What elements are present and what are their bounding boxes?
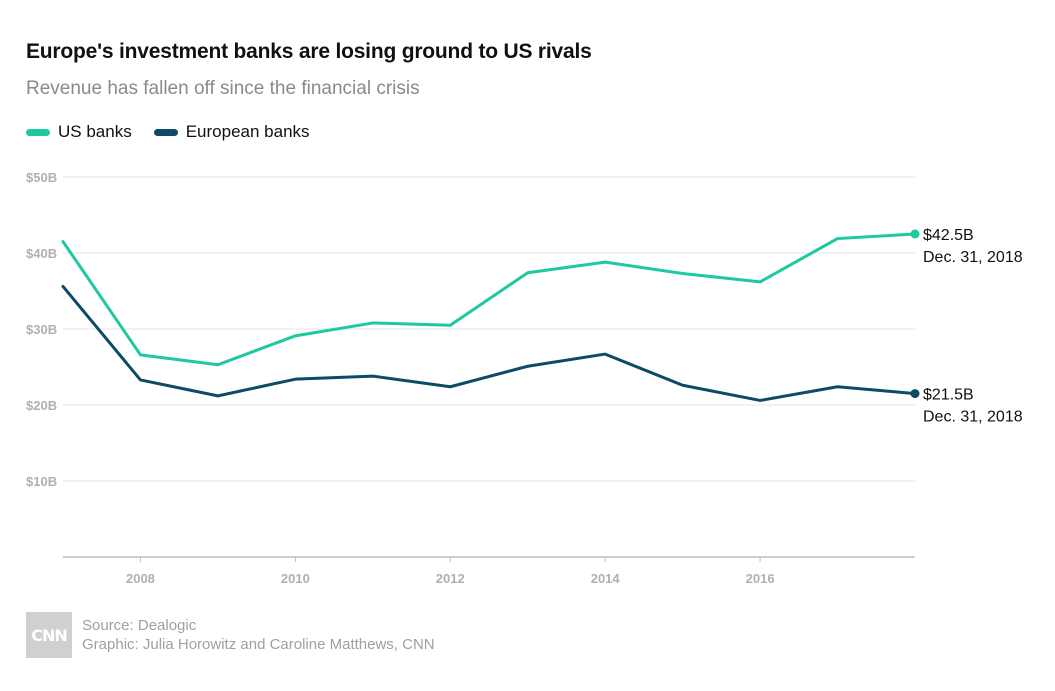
series-line-european-banks <box>61 284 917 402</box>
legend-swatch-us-banks <box>26 128 50 136</box>
legend-label-european-banks: European banks <box>185 122 310 141</box>
series-line-us-banks <box>61 232 917 367</box>
end-date-label-european-banks: Dec. 31, 2018 <box>923 409 1023 426</box>
credits: Source: Dealogic Graphic: Julia Horowitz… <box>82 616 435 654</box>
end-date-label-us-banks: Dec. 31, 2018 <box>923 249 1023 266</box>
x-tick-label: 2010 <box>281 571 310 586</box>
x-tick-label: 2016 <box>746 571 775 586</box>
end-marker-european-banks <box>910 389 920 399</box>
x-tick-label: 2008 <box>126 571 155 586</box>
legend-swatch-european-banks <box>153 128 178 136</box>
y-tick-label: $30B <box>26 322 57 337</box>
chart-subtitle: Revenue has fallen off since the financi… <box>26 78 420 99</box>
legend-item-european-banks: European banks <box>153 122 310 142</box>
y-tick-label: $10B <box>26 474 57 489</box>
legend-item-us-banks: US banks <box>26 122 132 142</box>
y-tick-label: $50B <box>26 170 57 185</box>
x-tick-label: 2014 <box>591 571 621 586</box>
x-tick-label: 2012 <box>436 571 465 586</box>
end-value-label-european-banks: $21.5B <box>923 387 974 404</box>
source-text: Source: Dealogic <box>82 617 197 634</box>
footer: CNN Source: Dealogic Graphic: Julia Horo… <box>26 612 435 658</box>
y-tick-label: $40B <box>26 246 57 261</box>
chart-title: Europe's investment banks are losing gro… <box>26 40 592 63</box>
end-marker-us-banks <box>910 229 920 239</box>
end-value-label-us-banks: $42.5B <box>923 227 974 244</box>
graphic-credit-text: Graphic: Julia Horowitz and Caroline Mat… <box>82 636 435 653</box>
legend-label-us-banks: US banks <box>58 122 132 141</box>
legend: US banks European banks <box>26 122 332 142</box>
y-tick-label: $20B <box>26 398 57 413</box>
cnn-logo: CNN <box>26 612 72 658</box>
